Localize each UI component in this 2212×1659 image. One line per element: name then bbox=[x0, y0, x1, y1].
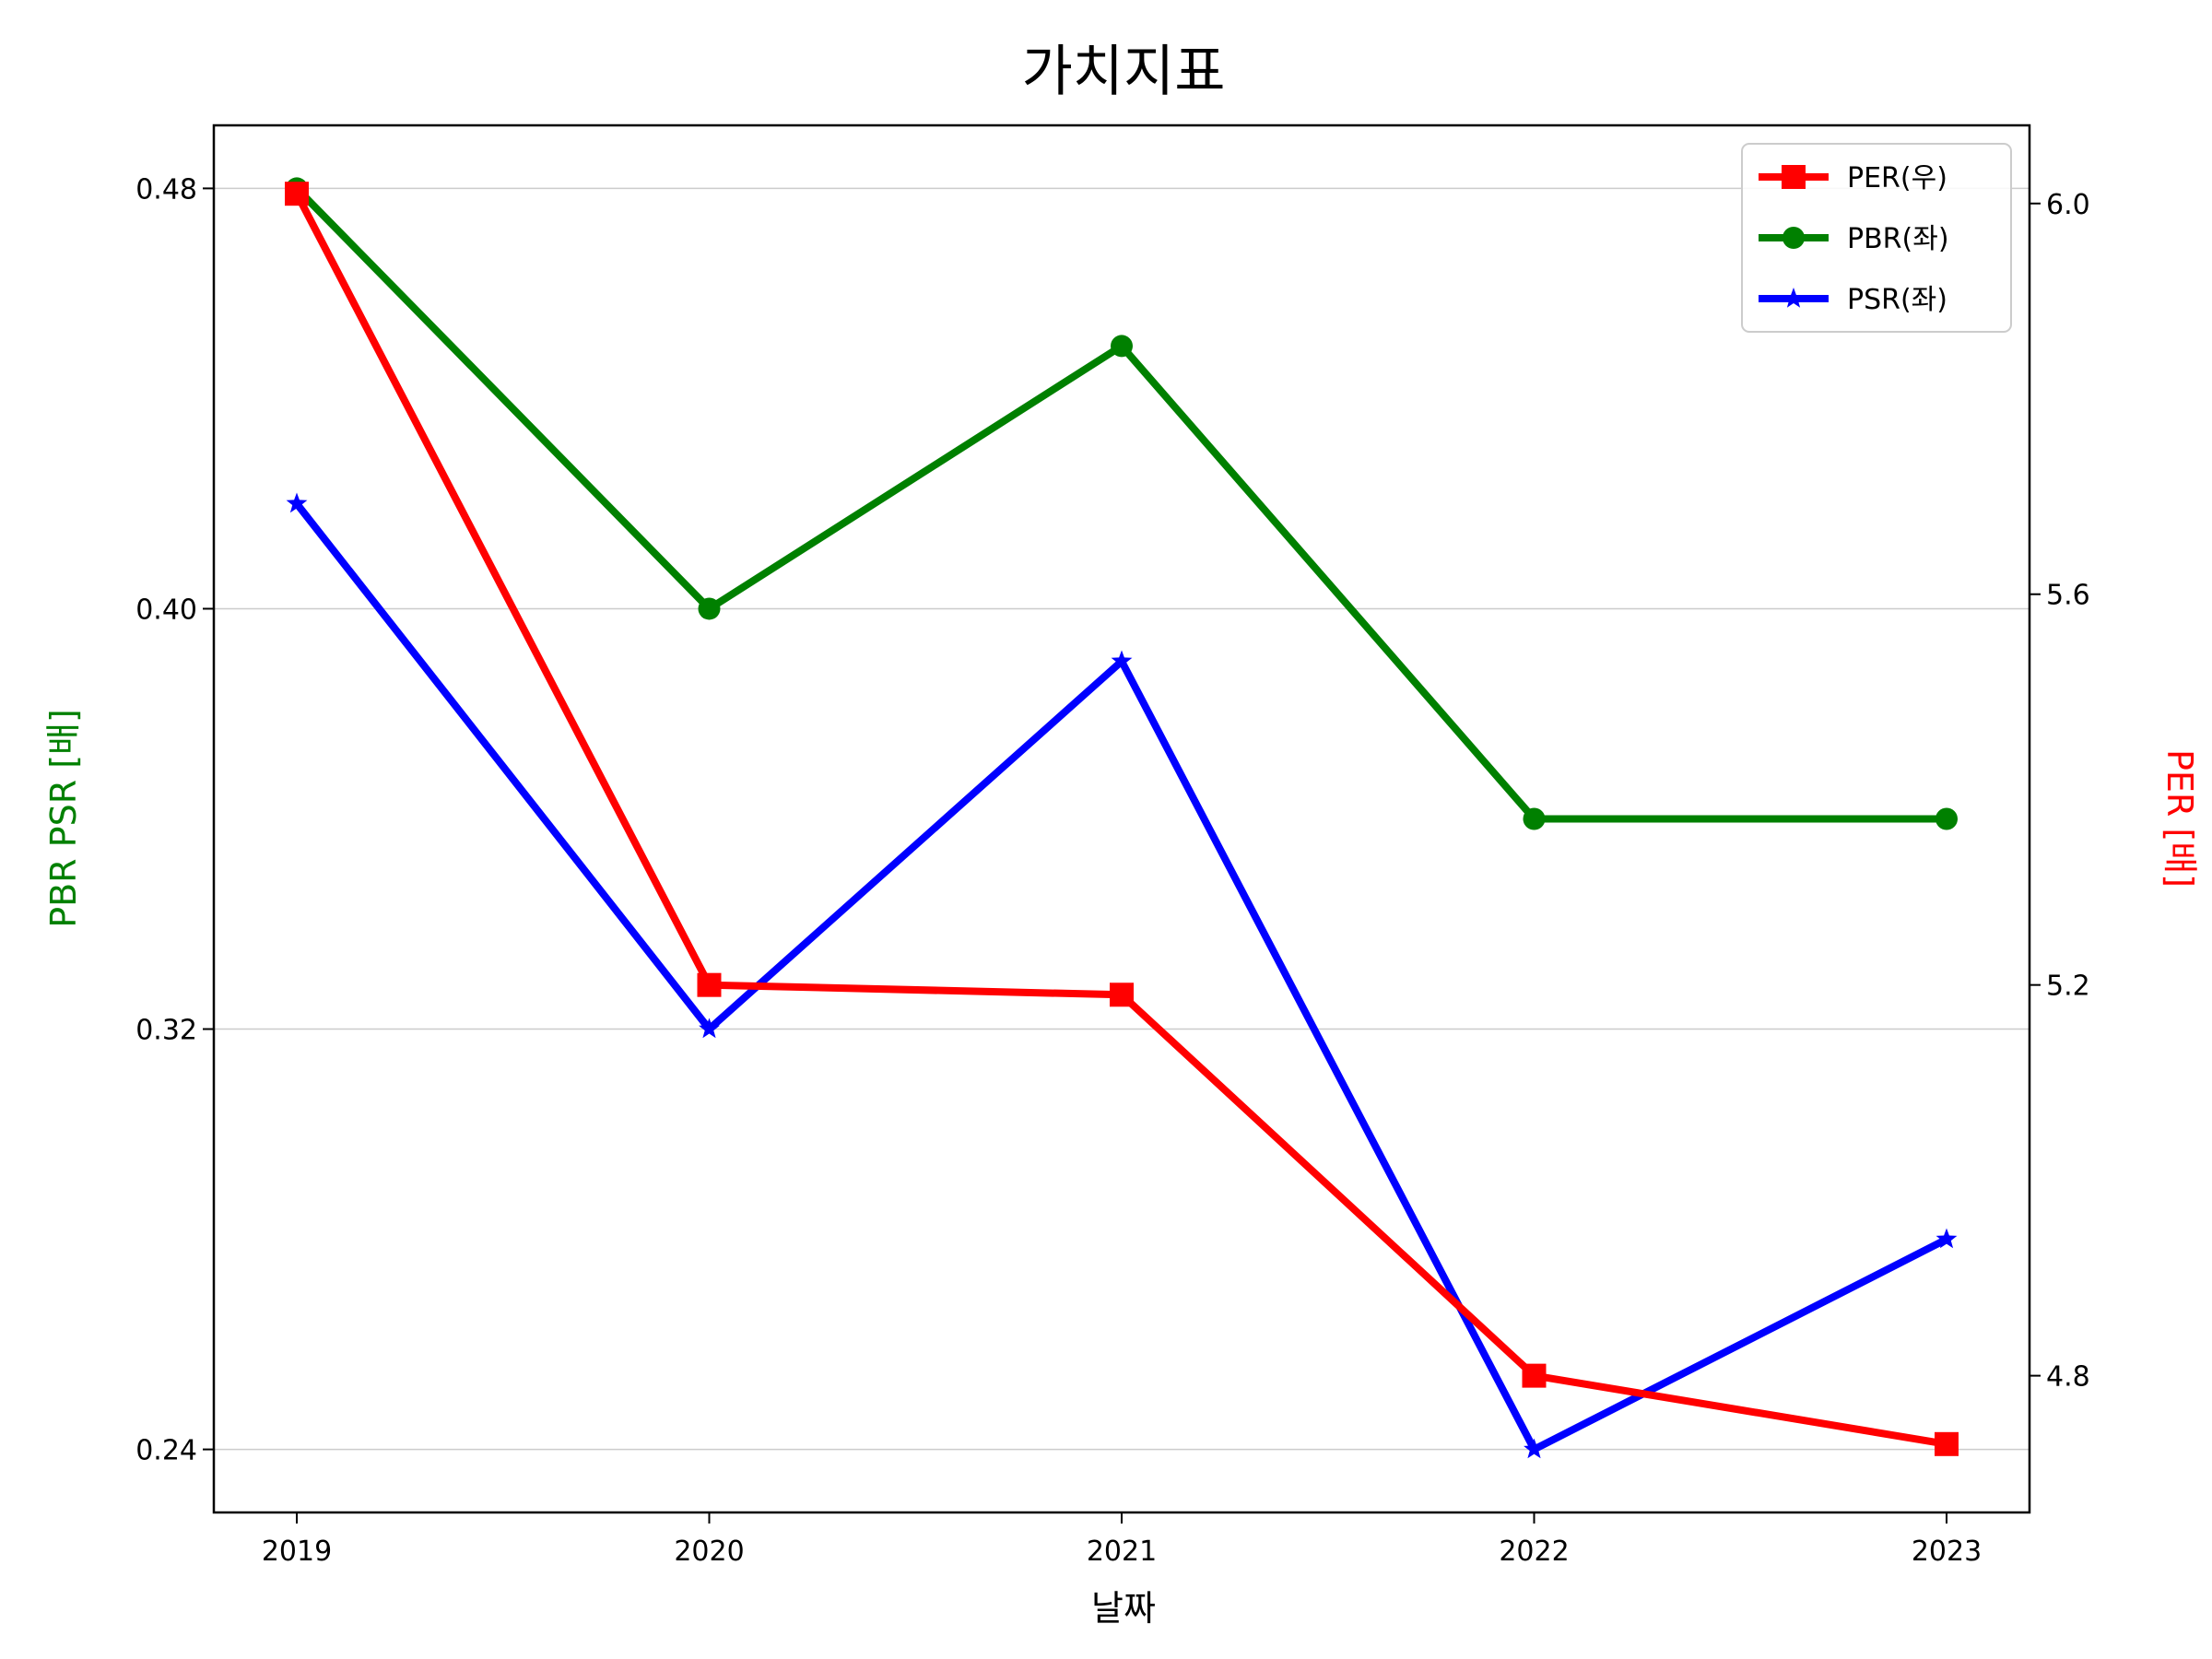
data-point-per bbox=[1110, 982, 1134, 1007]
data-point-pbr bbox=[1523, 807, 1546, 830]
x-tick-label: 2021 bbox=[1087, 1535, 1157, 1568]
right-tick-label: 5.6 bbox=[2046, 580, 2090, 612]
data-point-pbr bbox=[698, 597, 721, 620]
left-tick-label: 0.24 bbox=[135, 1435, 197, 1467]
data-point-per bbox=[1522, 1363, 1547, 1388]
data-point-per bbox=[285, 182, 309, 206]
data-point-per bbox=[697, 972, 722, 997]
data-point-pbr bbox=[1936, 807, 1958, 830]
data-point-per bbox=[1935, 1431, 1959, 1456]
right-axis-ticks: 4.8 5.2 5.6 6.0 bbox=[2030, 189, 2090, 1394]
legend-label-pbr: PBR(좌) bbox=[1847, 223, 1949, 255]
legend-label-per: PER(우) bbox=[1847, 162, 1947, 194]
x-tick-label: 2022 bbox=[1499, 1535, 1569, 1568]
data-point-psr bbox=[699, 1018, 720, 1039]
x-tick-label: 2019 bbox=[262, 1535, 332, 1568]
right-tick-label: 4.8 bbox=[2046, 1361, 2090, 1394]
left-axis-ticks: 0.24 0.32 0.40 0.48 bbox=[135, 173, 214, 1467]
legend-marker-pbr bbox=[1783, 227, 1805, 249]
legend-marker-per bbox=[1782, 165, 1806, 189]
chart-title: 가치지표 bbox=[1022, 40, 1226, 104]
legend-box bbox=[1741, 143, 2012, 333]
x-tick-label: 2020 bbox=[674, 1535, 744, 1568]
data-point-psr bbox=[1936, 1228, 1958, 1249]
data-point-psr bbox=[1524, 1438, 1545, 1459]
x-axis-ticks: 2019 2020 2021 2022 2023 bbox=[262, 1512, 1982, 1568]
left-tick-label: 0.48 bbox=[135, 173, 197, 206]
data-point-psr bbox=[1111, 650, 1133, 671]
left-axis-label: PBR PSR [배] bbox=[43, 709, 84, 928]
legend: PER(우) PBR(좌) PSR(좌) bbox=[1741, 143, 2012, 333]
data-point-psr bbox=[286, 492, 308, 513]
x-tick-label: 2023 bbox=[1912, 1535, 1982, 1568]
data-point-pbr bbox=[1111, 335, 1133, 358]
x-axis-label: 날짜 bbox=[1091, 1588, 1156, 1629]
right-tick-label: 6.0 bbox=[2046, 189, 2090, 221]
legend-marker-psr bbox=[1783, 288, 1805, 308]
left-tick-label: 0.32 bbox=[135, 1015, 197, 1047]
legend-label-psr: PSR(좌) bbox=[1847, 284, 1947, 316]
right-axis-label: PER [배] bbox=[2159, 749, 2200, 888]
right-tick-label: 5.2 bbox=[2046, 971, 2090, 1003]
series-markers bbox=[285, 177, 1959, 1459]
left-tick-label: 0.40 bbox=[135, 594, 197, 626]
